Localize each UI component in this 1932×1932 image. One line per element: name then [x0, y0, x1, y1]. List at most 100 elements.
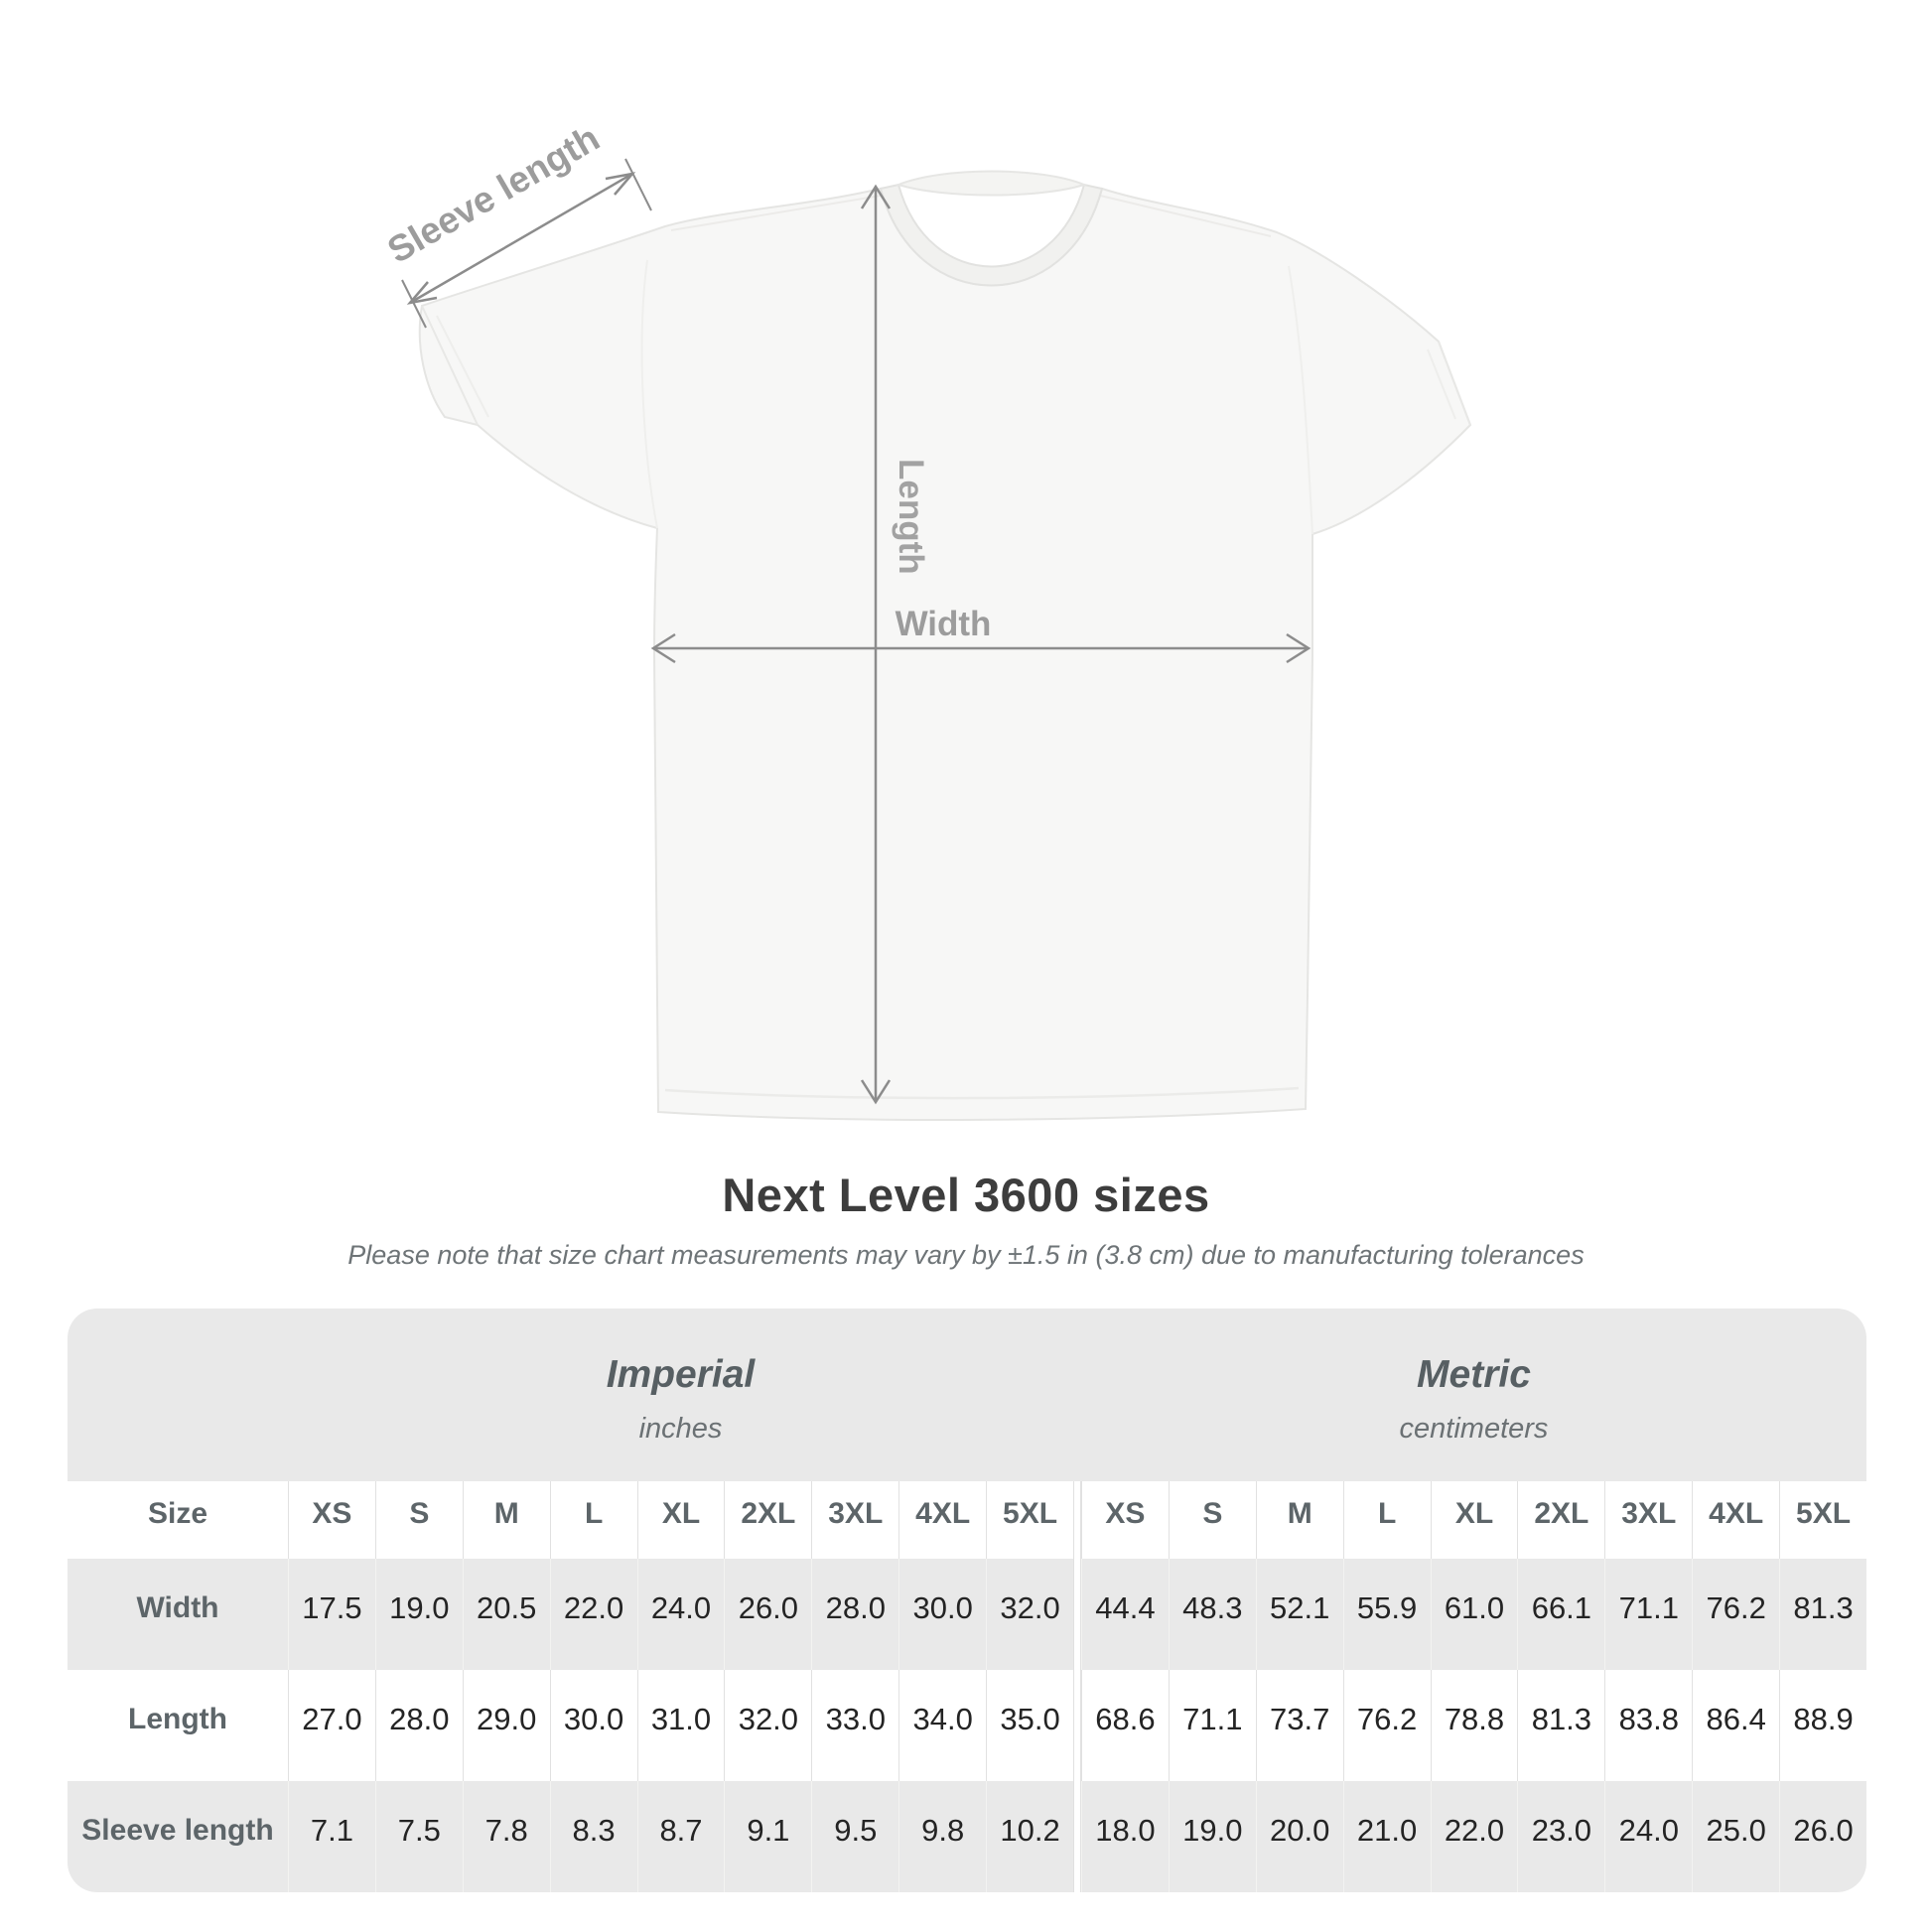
metric-value-cell: 88.9: [1779, 1670, 1866, 1781]
imperial-value-cell: 30.0: [549, 1670, 637, 1781]
metric-value-cell: 21.0: [1342, 1781, 1431, 1892]
metric-value-cell: 26.0: [1779, 1781, 1866, 1892]
imperial-value-cell: 35.0: [986, 1670, 1073, 1781]
imperial-value-cell: 8.3: [549, 1781, 637, 1892]
imperial-value-cell: 28.0: [374, 1670, 463, 1781]
metric-value-cell: 86.4: [1692, 1670, 1779, 1781]
tshirt-silhouette: [418, 187, 1472, 1121]
imperial-value-cell: 29.0: [462, 1670, 550, 1781]
left-cuff-edge: [421, 305, 479, 426]
imperial-size-col-header: L: [549, 1481, 637, 1559]
metric-value-cell: 71.1: [1168, 1670, 1256, 1781]
imperial-size-col-header: 5XL: [986, 1481, 1073, 1559]
metric-unit: centimeters: [1399, 1412, 1549, 1445]
imperial-value-cell: 26.0: [724, 1559, 812, 1670]
hem-stitch: [664, 1086, 1300, 1100]
metric-value-cell: 81.3: [1517, 1670, 1604, 1781]
metric-size-col-header: S: [1168, 1481, 1256, 1559]
right-shoulder-seam: [1095, 194, 1272, 237]
measurement-row-label: Width: [68, 1559, 288, 1670]
imperial-value-cell: 28.0: [811, 1559, 899, 1670]
imperial-size-col-header: XL: [636, 1481, 725, 1559]
imperial-value-cell: 32.0: [724, 1670, 811, 1781]
table-band-spacer: [1072, 1309, 1081, 1481]
imperial-size-col-header: 3XL: [811, 1481, 898, 1559]
imperial-value-cell: 22.0: [549, 1559, 637, 1670]
measurement-row-label: Sleeve length: [68, 1781, 288, 1892]
metric-value-cell: 48.3: [1168, 1559, 1256, 1670]
imperial-size-col-header: 4XL: [898, 1481, 986, 1559]
metric-size-col-header: M: [1255, 1481, 1343, 1559]
sleeve-length-label: Sleeve length: [381, 117, 607, 271]
group-divider: [1072, 1559, 1081, 1670]
measurement-row-label: Length: [128, 1703, 227, 1735]
metric-size-col-header: 3XL: [1604, 1481, 1692, 1559]
imperial-value-cell: 24.0: [636, 1559, 725, 1670]
size-row-label: Size: [147, 1497, 208, 1530]
imperial-size-col-header: S: [374, 1481, 463, 1559]
imperial-value-cell: 19.0: [374, 1559, 463, 1670]
group-divider: [1072, 1670, 1081, 1781]
width-label: Width: [896, 605, 992, 643]
metric-value-cell: 19.0: [1168, 1781, 1256, 1892]
imperial-value-cell: 9.5: [811, 1781, 899, 1892]
metric-size-col-header: L: [1342, 1481, 1431, 1559]
metric-value-cell: 76.2: [1342, 1670, 1431, 1781]
metric-value-cell: 66.1: [1517, 1559, 1605, 1670]
imperial-value-cell: 10.2: [986, 1781, 1073, 1892]
size-table: Imperial inches Metric centimeters Size X…: [68, 1309, 1866, 1892]
imperial-value-cell: 31.0: [636, 1670, 725, 1781]
imperial-value-cell: 7.1: [288, 1781, 375, 1892]
metric-value-cell: 24.0: [1604, 1781, 1693, 1892]
metric-value-cell: 23.0: [1517, 1781, 1605, 1892]
metric-label: Metric: [1417, 1352, 1531, 1396]
metric-value-cell: 71.1: [1604, 1559, 1693, 1670]
page-title: Next Level 3600 sizes: [722, 1169, 1210, 1221]
imperial-value-cell: 8.7: [636, 1781, 725, 1892]
imperial-value-cell: 33.0: [811, 1670, 898, 1781]
imperial-value-cell: 17.5: [288, 1559, 375, 1670]
metric-size-col-header: 4XL: [1692, 1481, 1779, 1559]
length-dimension-arrow: [860, 184, 892, 1105]
imperial-value-cell: 9.8: [898, 1781, 987, 1892]
metric-value-cell: 20.0: [1255, 1781, 1343, 1892]
right-sleeve-seam: [1288, 265, 1313, 535]
imperial-size-col-header: XS: [288, 1481, 375, 1559]
collar-back: [896, 170, 1087, 197]
metric-value-cell: 61.0: [1430, 1559, 1518, 1670]
right-cuff-hem: [1427, 348, 1456, 420]
metric-value-cell: 81.3: [1779, 1559, 1866, 1670]
metric-value-cell: 68.6: [1080, 1670, 1169, 1781]
metric-value-cell: 25.0: [1692, 1781, 1780, 1892]
left-shoulder-seam: [670, 194, 888, 231]
sleeve-dimension-arrow: [401, 158, 652, 329]
tolerance-note: Please note that size chart measurements…: [347, 1240, 1585, 1270]
metric-size-col-header: XS: [1080, 1481, 1169, 1559]
metric-value-cell: 22.0: [1430, 1781, 1518, 1892]
imperial-size-col-header: M: [462, 1481, 550, 1559]
imperial-group-header: Imperial inches: [288, 1309, 1073, 1481]
imperial-value-cell: 9.1: [724, 1781, 812, 1892]
imperial-label: Imperial: [606, 1352, 756, 1396]
imperial-size-col-header: 2XL: [724, 1481, 811, 1559]
left-sleeve-seam: [640, 259, 658, 529]
left-cuff-hem: [436, 315, 489, 418]
imperial-value-cell: 20.5: [462, 1559, 550, 1670]
metric-size-col-header: 5XL: [1779, 1481, 1866, 1559]
imperial-value-cell: 27.0: [288, 1670, 375, 1781]
imperial-value-cell: 34.0: [898, 1670, 986, 1781]
metric-value-cell: 76.2: [1692, 1559, 1780, 1670]
metric-group-header: Metric centimeters: [1080, 1309, 1866, 1481]
metric-value-cell: 83.8: [1604, 1670, 1692, 1781]
metric-size-col-header: 2XL: [1517, 1481, 1604, 1559]
title-block: Next Level 3600 sizes Please note that s…: [0, 1168, 1932, 1271]
metric-value-cell: 73.7: [1255, 1670, 1343, 1781]
metric-value-cell: 52.1: [1255, 1559, 1343, 1670]
width-dimension-arrow: [650, 632, 1311, 664]
collar-rib: [879, 183, 1104, 287]
metric-value-cell: 44.4: [1080, 1559, 1169, 1670]
group-divider: [1072, 1781, 1081, 1892]
imperial-value-cell: 30.0: [898, 1559, 987, 1670]
imperial-unit: inches: [638, 1412, 723, 1445]
